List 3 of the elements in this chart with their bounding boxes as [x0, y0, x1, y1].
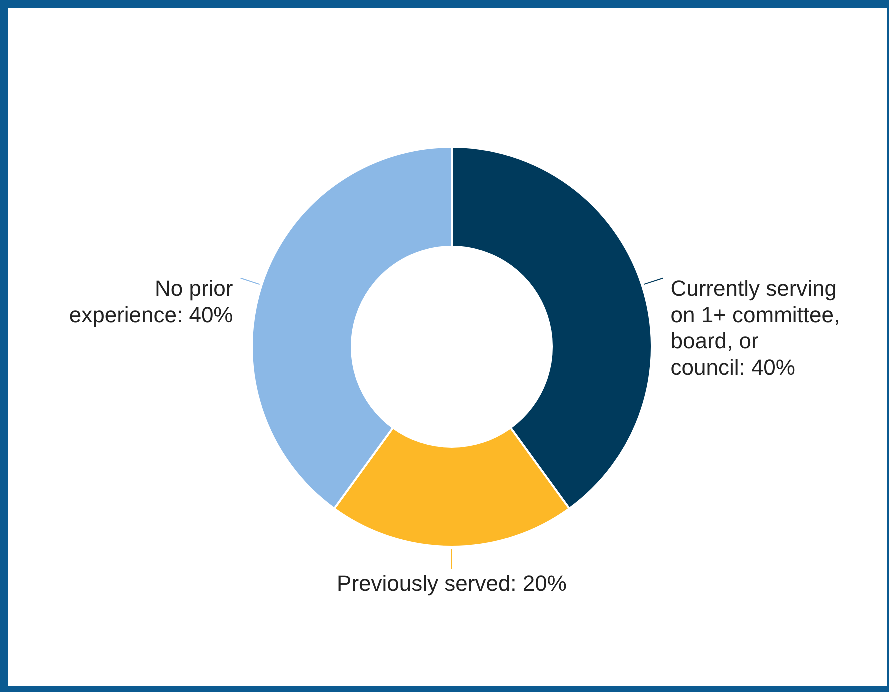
slice-label: Previously served: 20%: [337, 571, 567, 596]
slice-label: Currently serving on 1+ committee, board, or council: 40%: [670, 276, 840, 380]
slice-label: No prior experience: 40%: [69, 276, 234, 328]
